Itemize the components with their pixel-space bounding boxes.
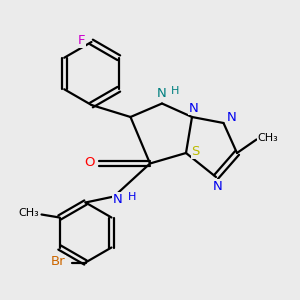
Text: F: F [78,34,86,47]
Text: Br: Br [51,255,66,268]
Text: N: N [113,193,122,206]
Text: CH₃: CH₃ [19,208,39,218]
Text: CH₃: CH₃ [257,133,278,143]
Text: N: N [227,111,237,124]
Text: N: N [189,101,198,115]
Text: N: N [157,87,167,101]
Text: S: S [191,145,200,158]
Text: F: F [78,34,86,47]
Text: O: O [84,155,95,169]
Text: H: H [170,86,179,96]
Text: H: H [128,191,136,202]
Text: N: N [213,179,222,193]
